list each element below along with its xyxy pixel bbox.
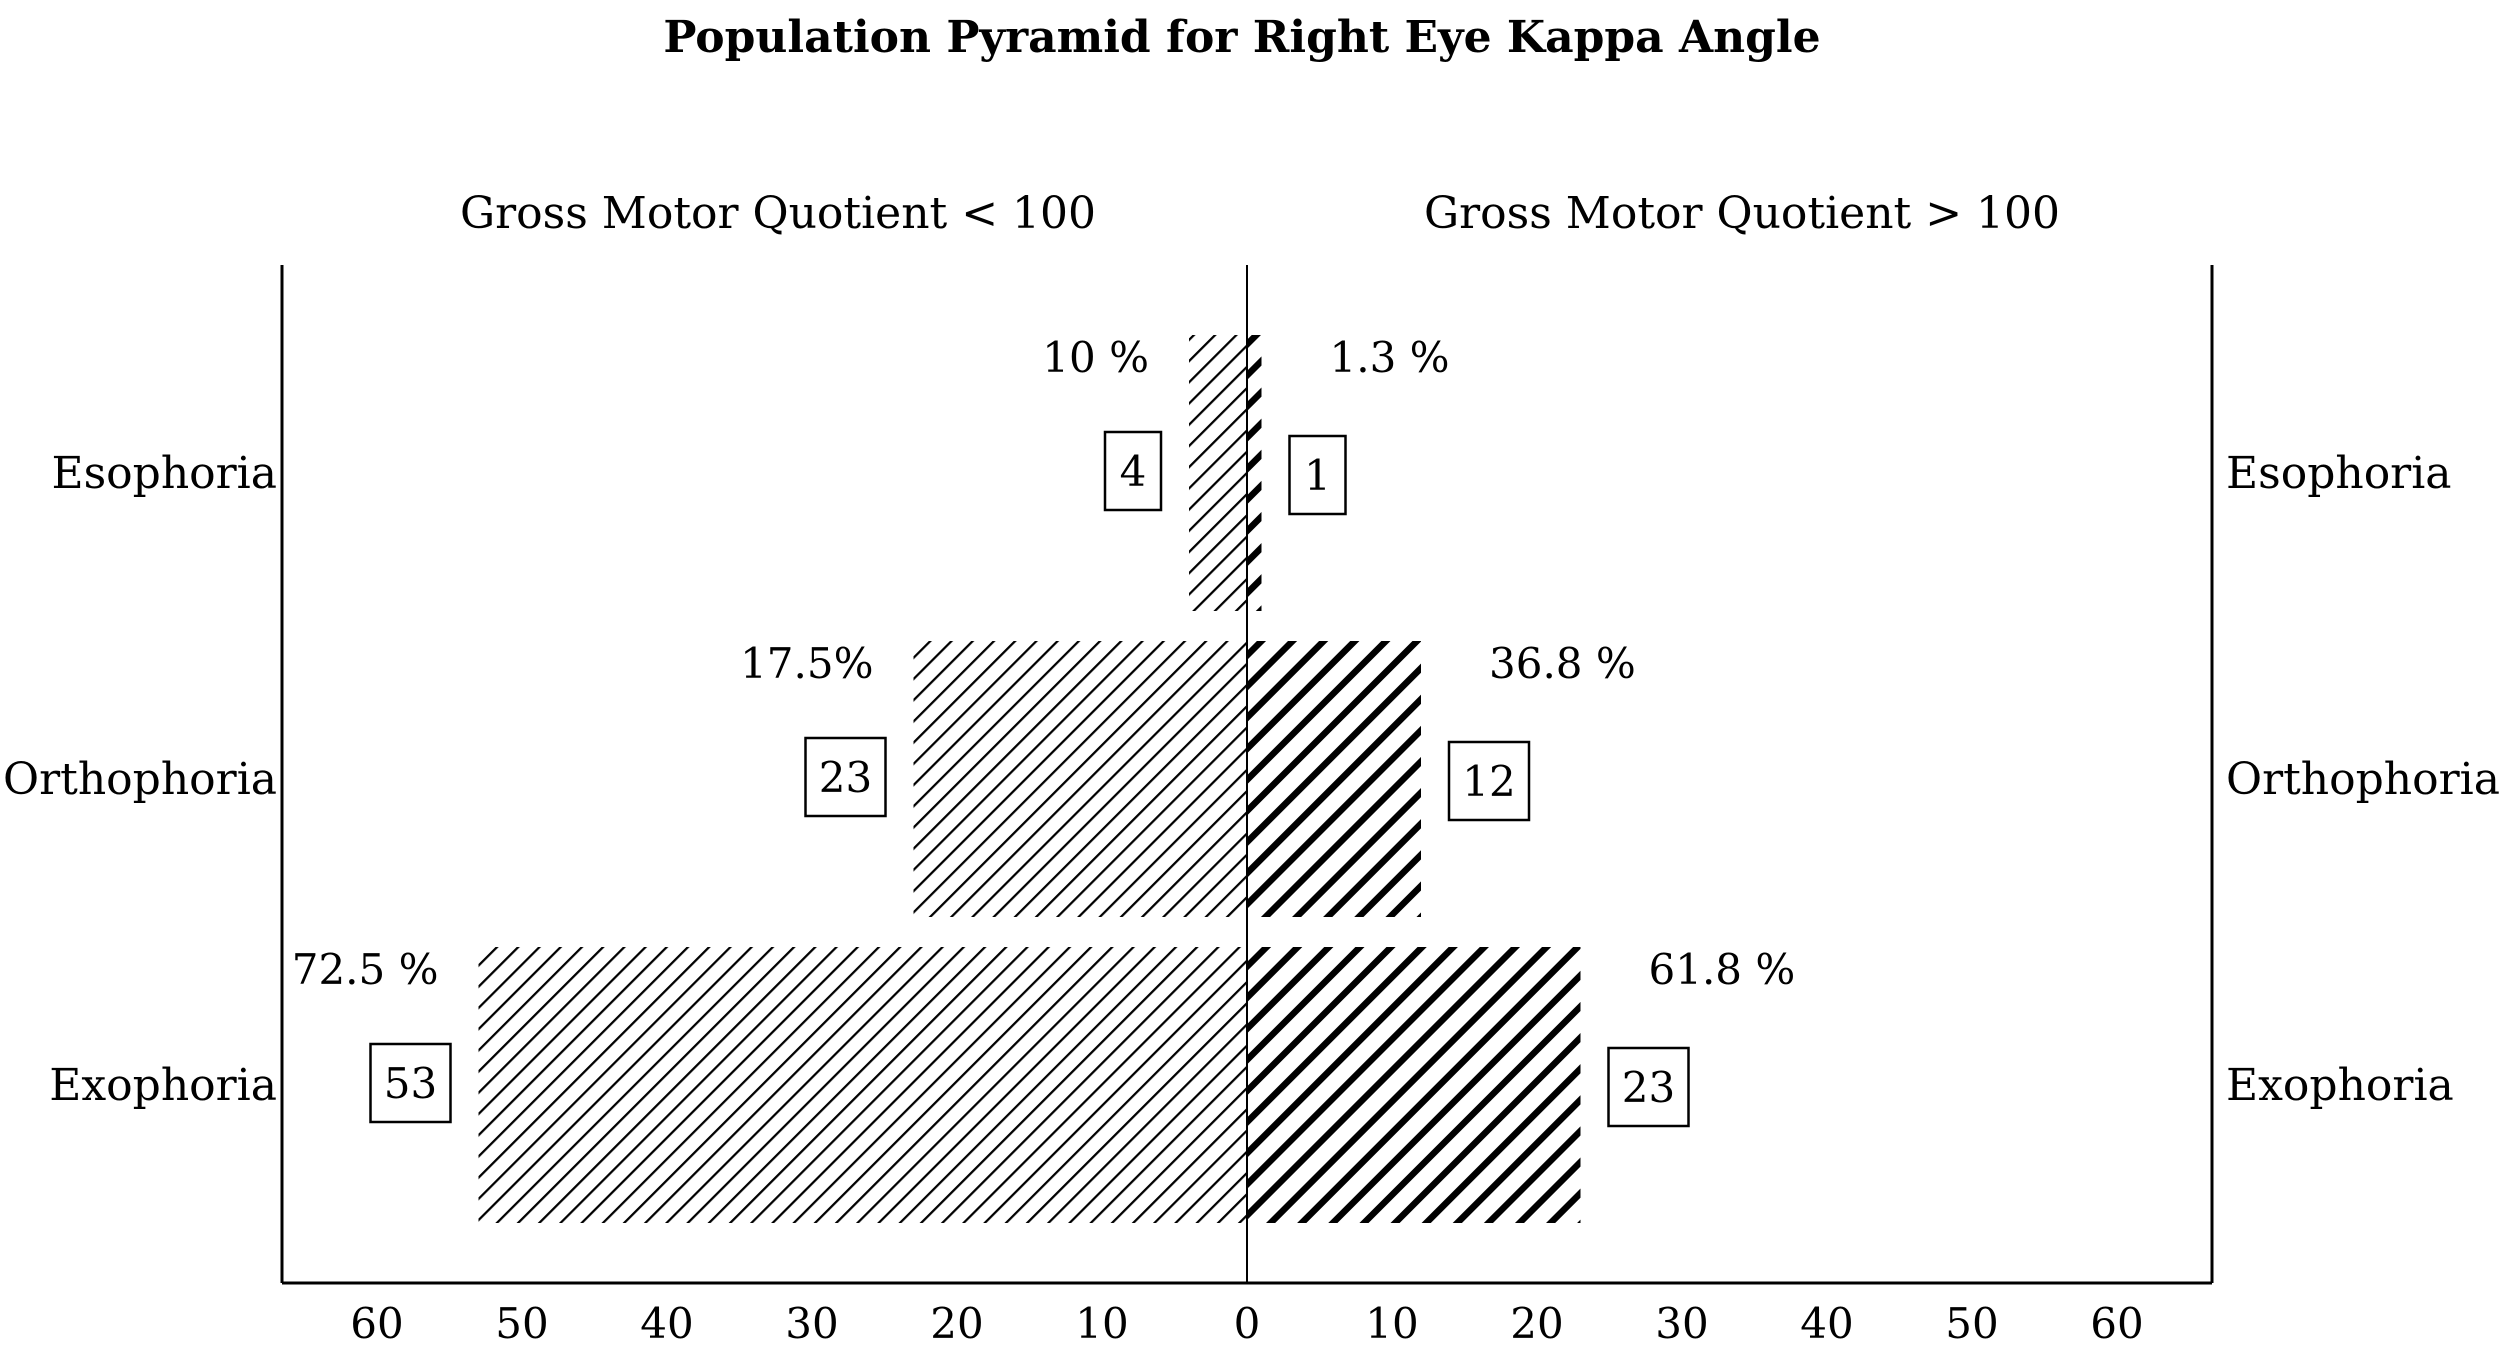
category-label-left-exophoria: Exophoria	[49, 1060, 277, 1111]
count-box-left-exophoria	[369, 1042, 452, 1124]
category-label-left-orthophoria: Orthophoria	[3, 754, 277, 805]
x-tick-label: 60	[350, 1299, 403, 1348]
percent-label-left-orthophoria: 17.5%	[740, 639, 873, 688]
percent-label-left-esophoria: 10 %	[1042, 333, 1149, 382]
bar-right-orthophoria	[1247, 641, 1421, 917]
chart-title: Population Pyramid for Right Eye Kappa A…	[663, 12, 1820, 63]
category-label-right-orthophoria: Orthophoria	[2226, 754, 2500, 805]
x-tick-label: 20	[930, 1299, 983, 1348]
count-box-right-exophoria	[1607, 1046, 1690, 1128]
percent-label-right-orthophoria: 36.8 %	[1489, 639, 1636, 688]
count-label-right-orthophoria: 12	[1462, 757, 1515, 806]
x-tick-label: 10	[1365, 1299, 1418, 1348]
x-tick-label: 30	[1655, 1299, 1708, 1348]
count-label-right-exophoria: 23	[1622, 1063, 1675, 1112]
x-tick-label: 20	[1510, 1299, 1563, 1348]
percent-label-right-esophoria: 1.3 %	[1330, 333, 1450, 382]
count-label-left-orthophoria: 23	[819, 753, 872, 802]
count-box-right-orthophoria	[1447, 740, 1531, 822]
count-label-left-esophoria: 4	[1120, 447, 1147, 496]
bar-left-orthophoria	[913, 641, 1247, 917]
x-tick-label: 40	[640, 1299, 693, 1348]
x-axis-ticks: 60 50 40 30 20 10 0 10 20 30 40 50 60	[350, 1299, 2143, 1348]
count-box-left-esophoria	[1103, 430, 1163, 512]
x-tick-label: 40	[1800, 1299, 1853, 1348]
x-tick-label: 60	[2090, 1299, 2143, 1348]
category-label-right-esophoria: Esophoria	[2226, 448, 2452, 499]
x-tick-label: 30	[785, 1299, 838, 1348]
panel-label-left: Gross Motor Quotient < 100	[460, 188, 1096, 239]
category-label-right-exophoria: Exophoria	[2226, 1060, 2454, 1111]
count-label-left-exophoria: 53	[384, 1059, 437, 1108]
labels-layer: Esophoria Esophoria 10 % 1.3 % 4 1 Orthophoria…	[3, 333, 2500, 1128]
bar-left-esophoria	[1189, 335, 1247, 611]
x-tick-label: 50	[1945, 1299, 1998, 1348]
bar-right-esophoria	[1247, 335, 1262, 611]
category-label-left-esophoria: Esophoria	[51, 448, 277, 499]
count-box-right-esophoria	[1288, 434, 1347, 516]
bars-layer	[478, 335, 1581, 1223]
count-box-left-orthophoria	[804, 736, 887, 818]
panel-label-right: Gross Motor Quotient > 100	[1424, 188, 2060, 239]
x-tick-label: 50	[495, 1299, 548, 1348]
x-tick-label: 10	[1075, 1299, 1128, 1348]
count-label-right-esophoria: 1	[1304, 451, 1331, 500]
x-tick-label: 0	[1234, 1299, 1261, 1348]
percent-label-left-exophoria: 72.5 %	[292, 945, 439, 994]
percent-label-right-exophoria: 61.8 %	[1649, 945, 1796, 994]
bar-left-exophoria	[478, 947, 1247, 1223]
bar-right-exophoria	[1247, 947, 1581, 1223]
